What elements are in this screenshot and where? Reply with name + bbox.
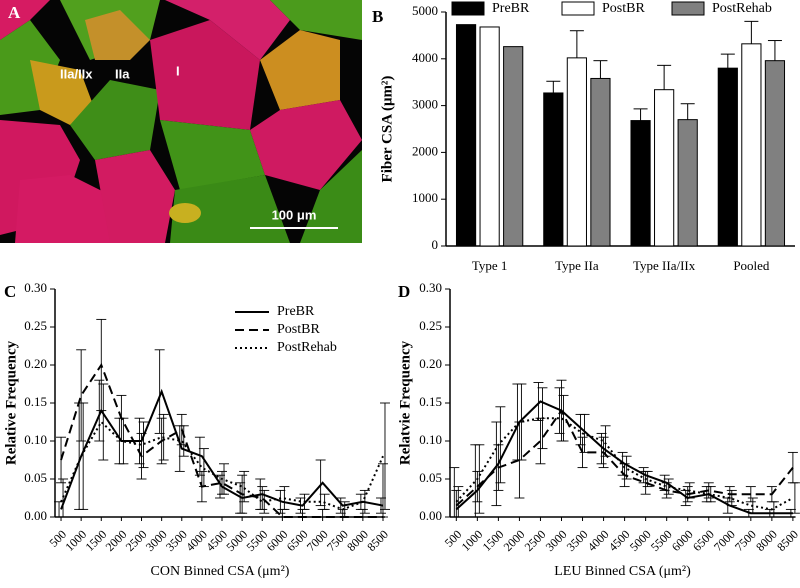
micrograph <box>0 0 362 243</box>
y-tick-label: 0.10 <box>419 432 442 447</box>
y-tick-label: 0.25 <box>24 318 47 333</box>
y-tick-label: 5000 <box>412 3 438 18</box>
legend-swatch <box>561 1 595 16</box>
legend-label: PreBR <box>277 304 315 319</box>
y-tick-label: 0.25 <box>419 318 442 333</box>
y-tick-label: 0.10 <box>24 432 47 447</box>
x-tick-label: 3500 <box>564 527 591 554</box>
bar <box>543 92 564 247</box>
y-tick-label: 0.20 <box>419 356 442 371</box>
x-tick-label: 1000 <box>459 527 486 554</box>
line <box>455 400 793 515</box>
bar <box>717 67 738 247</box>
x-tick-label: 8500 <box>364 527 391 554</box>
x-tick-label: 6000 <box>669 527 696 554</box>
y-tick-label: 0 <box>432 237 439 252</box>
x-tick-label: 4000 <box>585 527 612 554</box>
y-axis-title: Relative Frequency <box>3 340 19 465</box>
line <box>455 408 794 507</box>
legend-label: PostRehab <box>277 340 337 355</box>
y-tick-label: 0.30 <box>419 280 442 295</box>
y-axis-title: Relatvie Frequency <box>397 340 413 465</box>
x-tick-label: 2000 <box>501 527 528 554</box>
line <box>455 417 794 511</box>
panel-label: D <box>398 282 410 301</box>
x-tick-label: 4500 <box>606 527 633 554</box>
x-tick-label: 1500 <box>480 527 507 554</box>
x-tick-label: 7000 <box>711 527 738 554</box>
x-tick-label: 2500 <box>522 527 549 554</box>
x-tick-label: 3000 <box>543 527 570 554</box>
x-tick-label: 6500 <box>690 527 717 554</box>
bar <box>654 89 675 247</box>
x-tick-label: 8000 <box>753 527 780 554</box>
x-axis-title: LEU Binned CSA (μm²) <box>554 564 691 579</box>
legend-swatch <box>671 1 705 16</box>
legend-label: PreBR <box>492 1 530 16</box>
y-tick-label: 0.05 <box>24 470 47 485</box>
x-tick-label: 5000 <box>627 527 654 554</box>
legend-label: PostRehab <box>712 1 772 16</box>
y-tick-label: 0.05 <box>419 470 442 485</box>
legend-swatch <box>451 1 485 16</box>
y-tick-label: 3000 <box>412 97 438 112</box>
line <box>60 362 383 518</box>
y-tick-label: 4000 <box>412 50 438 65</box>
bar <box>479 26 500 247</box>
x-tick-label: Type IIa <box>555 258 599 273</box>
y-tick-label: 0.30 <box>24 280 47 295</box>
x-tick-label: Type IIa/IIx <box>633 258 696 273</box>
annotation: IIa/IIx <box>60 66 93 81</box>
legend-label: PostBR <box>277 322 320 337</box>
annotation: IIa <box>115 66 130 81</box>
bar <box>503 46 524 247</box>
bar <box>566 57 587 247</box>
x-axis-title: CON Binned CSA (μm²) <box>151 564 290 579</box>
panel-label: B <box>372 7 383 26</box>
y-tick-label: 0.00 <box>419 508 442 523</box>
bar <box>455 24 477 247</box>
bar <box>590 77 611 247</box>
y-tick-label: 0.00 <box>24 508 47 523</box>
annotation: I <box>176 63 180 78</box>
y-tick-label: 1000 <box>412 190 438 205</box>
x-tick-label: Type 1 <box>472 258 508 273</box>
legend-label: PostBR <box>602 1 645 16</box>
x-tick-label: 5500 <box>648 527 675 554</box>
panel-label: A <box>8 3 21 22</box>
scale-bar-label: 100 μm <box>272 207 317 222</box>
y-tick-label: 0.15 <box>24 394 47 409</box>
bar <box>677 119 698 247</box>
y-tick-label: 0.20 <box>24 356 47 371</box>
y-axis-title: Fiber CSA (μm²) <box>379 76 395 183</box>
bar <box>630 120 651 247</box>
bar <box>764 60 786 247</box>
panel-label: C <box>4 282 16 301</box>
line <box>60 420 384 511</box>
y-tick-label: 2000 <box>412 143 438 158</box>
x-tick-label: Pooled <box>733 258 770 273</box>
y-tick-label: 0.15 <box>419 394 442 409</box>
bar <box>741 43 762 247</box>
x-tick-label: 7500 <box>732 527 759 554</box>
x-tick-label: 8500 <box>774 527 800 554</box>
